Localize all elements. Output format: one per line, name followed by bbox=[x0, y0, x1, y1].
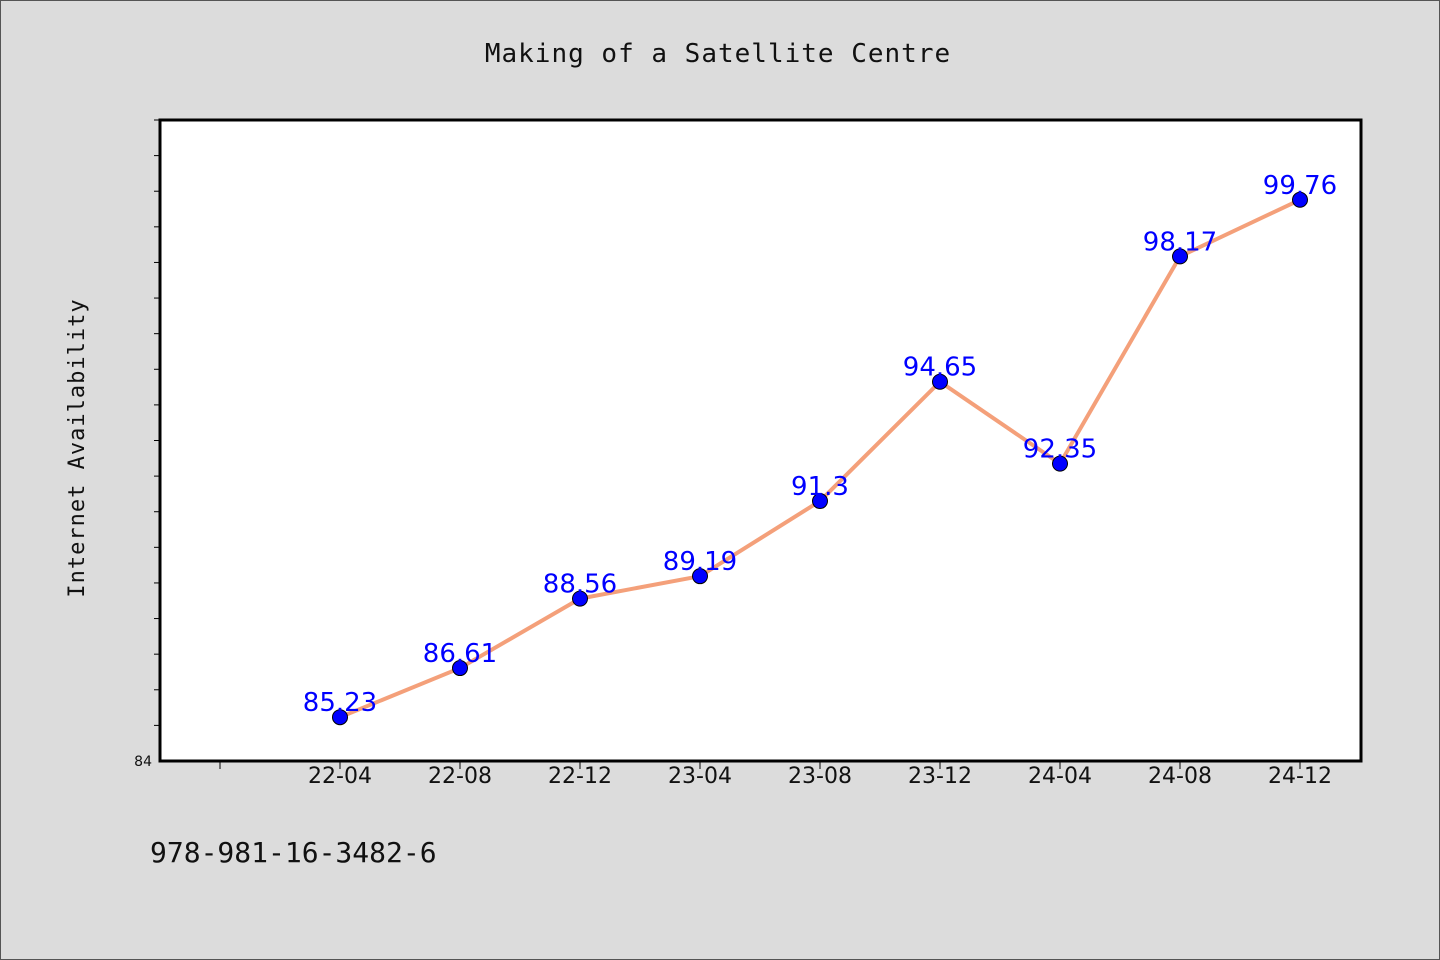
footer-isbn: 978-981-16-3482-6 bbox=[150, 836, 437, 869]
y-tick-label: 84 bbox=[134, 754, 152, 770]
data-label: 85.23 bbox=[303, 688, 377, 718]
data-label: 98.17 bbox=[1143, 227, 1217, 257]
data-point bbox=[1292, 191, 1308, 208]
data-label: 92.35 bbox=[1023, 435, 1097, 465]
x-tick-label: 24-12 bbox=[1268, 764, 1332, 789]
plot-area bbox=[158, 118, 1363, 763]
data-label: 86.61 bbox=[423, 639, 497, 669]
chart-title: Making of a Satellite Centre bbox=[485, 39, 951, 69]
x-tick-label: 22-12 bbox=[548, 764, 612, 789]
data-label: 99.76 bbox=[1263, 171, 1337, 201]
data-point bbox=[452, 660, 468, 677]
x-tick-label: 24-08 bbox=[1148, 764, 1212, 789]
data-label-group: 85.23 86.61 88.56 89.19 91.3 94.65 92.35 98.17 9… bbox=[303, 171, 1337, 718]
x-tick-label: 22-08 bbox=[428, 764, 492, 789]
data-point bbox=[692, 568, 708, 585]
data-label: 89.19 bbox=[663, 547, 737, 577]
data-point bbox=[332, 709, 348, 726]
data-label: 94.65 bbox=[903, 353, 977, 383]
x-tick-label: 24-04 bbox=[1028, 764, 1092, 789]
y-axis-ticks: 84 bbox=[134, 119, 160, 770]
y-axis-label: Internet Availability bbox=[65, 298, 90, 597]
x-tick-label: 23-12 bbox=[908, 764, 972, 789]
x-tick-label: 23-04 bbox=[668, 764, 732, 789]
marker-group bbox=[332, 191, 1308, 726]
data-point bbox=[812, 493, 828, 510]
data-label: 88.56 bbox=[543, 570, 617, 600]
x-tick-label: 23-08 bbox=[788, 764, 852, 789]
x-tick-label: 22-04 bbox=[308, 764, 372, 789]
data-point bbox=[572, 590, 588, 607]
data-label: 91.3 bbox=[791, 472, 849, 502]
data-point bbox=[932, 373, 948, 390]
x-axis-ticks: 22-04 22-08 22-12 23-04 23-08 23-12 24-04 24-08… bbox=[219, 761, 1332, 789]
data-point bbox=[1172, 248, 1188, 265]
data-point bbox=[1052, 455, 1068, 472]
